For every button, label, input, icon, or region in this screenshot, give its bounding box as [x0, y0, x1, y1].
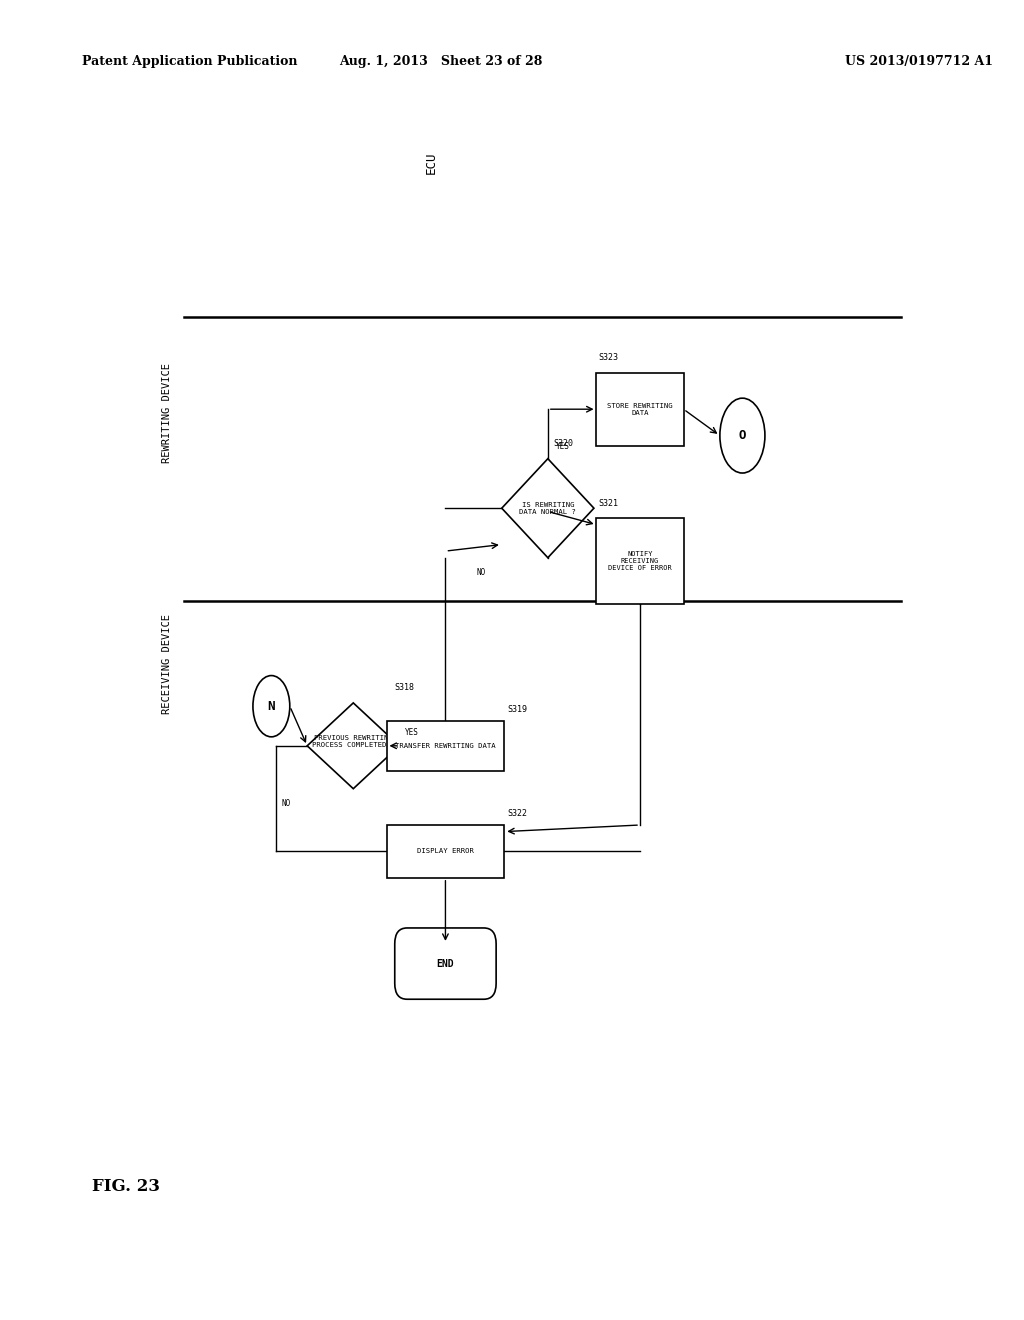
- Text: S318: S318: [394, 684, 415, 692]
- Polygon shape: [307, 702, 399, 789]
- Text: YES: YES: [404, 729, 419, 737]
- Text: US 2013/0197712 A1: US 2013/0197712 A1: [845, 55, 993, 69]
- Text: S319: S319: [508, 705, 527, 714]
- Text: S323: S323: [598, 354, 618, 363]
- Text: RECEIVING DEVICE: RECEIVING DEVICE: [162, 614, 172, 714]
- Text: NO: NO: [282, 800, 291, 808]
- FancyBboxPatch shape: [387, 721, 504, 771]
- Text: TRANSFER REWRITING DATA: TRANSFER REWRITING DATA: [395, 743, 496, 748]
- Text: FIG. 23: FIG. 23: [92, 1177, 160, 1195]
- Text: Aug. 1, 2013   Sheet 23 of 28: Aug. 1, 2013 Sheet 23 of 28: [339, 55, 542, 69]
- Text: DISPLAY ERROR: DISPLAY ERROR: [417, 849, 474, 854]
- Ellipse shape: [253, 676, 290, 737]
- FancyBboxPatch shape: [395, 928, 497, 999]
- Text: ECU: ECU: [425, 152, 438, 174]
- Text: PREVIOUS REWRITING
PROCESS COMPLETED ?: PREVIOUS REWRITING PROCESS COMPLETED ?: [311, 735, 395, 748]
- Text: O: O: [738, 429, 746, 442]
- Text: Patent Application Publication: Patent Application Publication: [82, 55, 297, 69]
- Text: END: END: [436, 958, 455, 969]
- Text: S320: S320: [553, 440, 573, 449]
- Text: N: N: [267, 700, 275, 713]
- Text: S321: S321: [598, 499, 618, 508]
- Text: NOTIFY
RECEIVING
DEVICE OF ERROR: NOTIFY RECEIVING DEVICE OF ERROR: [608, 550, 672, 572]
- Text: NO: NO: [476, 568, 485, 577]
- Ellipse shape: [720, 399, 765, 473]
- Polygon shape: [502, 459, 594, 557]
- FancyBboxPatch shape: [596, 372, 684, 446]
- Text: S322: S322: [508, 809, 527, 818]
- FancyBboxPatch shape: [387, 825, 504, 878]
- Text: YES: YES: [556, 442, 570, 451]
- FancyBboxPatch shape: [596, 519, 684, 605]
- Text: STORE REWRITING
DATA: STORE REWRITING DATA: [607, 403, 673, 416]
- Text: REWRITING DEVICE: REWRITING DEVICE: [162, 363, 172, 463]
- Text: IS REWRITING
DATA NORMAL ?: IS REWRITING DATA NORMAL ?: [519, 502, 577, 515]
